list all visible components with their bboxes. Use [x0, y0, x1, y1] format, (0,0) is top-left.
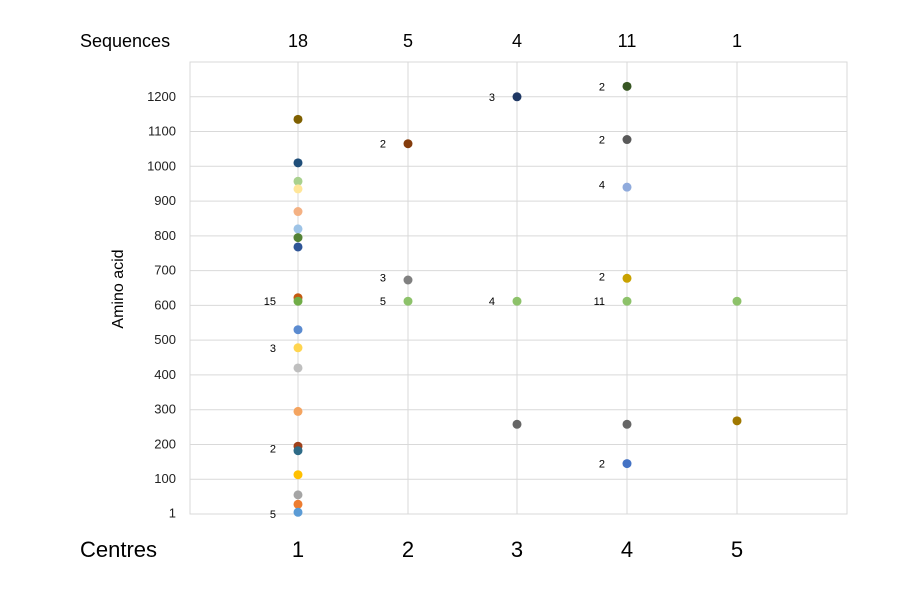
data-point-10: [293, 325, 303, 335]
annotation-label: 15: [264, 296, 276, 308]
data-point-25: [512, 419, 522, 429]
annotation-label: 5: [270, 509, 276, 521]
centre-tick: 5: [731, 537, 743, 562]
y-tick-800: 800: [154, 228, 176, 243]
centre-tick: 2: [402, 537, 414, 562]
data-point-6: [293, 233, 303, 243]
data-point-4: [293, 207, 303, 217]
sequences-label: Sequences: [80, 31, 170, 51]
data-point-24: [512, 296, 522, 306]
data-point-27: [622, 135, 632, 145]
data-point-20: [403, 139, 413, 149]
data-point-13: [293, 406, 303, 416]
y-tick-400: 400: [154, 367, 176, 382]
data-point-21: [403, 275, 413, 285]
data-point-2: [293, 176, 303, 186]
data-point-18: [293, 499, 303, 509]
data-point-32: [622, 459, 632, 469]
data-point-22: [403, 296, 413, 306]
data-point-34: [732, 416, 742, 426]
y-tick-700: 700: [154, 263, 176, 278]
data-point-5: [293, 224, 303, 234]
data-point-3: [293, 184, 303, 194]
centre-tick: 1: [292, 537, 304, 562]
data-point-28: [622, 182, 632, 192]
data-point-23: [512, 92, 522, 102]
annotation-label: 3: [489, 92, 495, 104]
data-point-9: [293, 296, 303, 306]
data-point-11: [293, 343, 303, 353]
annotation-label: 3: [380, 273, 386, 285]
annotation-label: 2: [270, 444, 276, 456]
data-point-29: [622, 273, 632, 283]
annotation-label: 3: [270, 343, 276, 355]
annotation-label: 5: [380, 296, 386, 308]
centre-tick: 3: [511, 537, 523, 562]
annotation-label: 4: [599, 179, 605, 191]
sequence-count: 11: [618, 31, 637, 51]
annotation-label: 2: [599, 135, 605, 147]
annotation-label: 2: [599, 459, 605, 471]
y-tick-200: 200: [154, 436, 176, 451]
sequence-count: 5: [403, 31, 413, 51]
sequence-count: 18: [288, 31, 308, 51]
annotation-label: 11: [594, 296, 605, 308]
y-tick-300: 300: [154, 402, 176, 417]
data-point-17: [293, 490, 303, 500]
annotation-label: 4: [489, 296, 495, 308]
count-annotations: 15 3 2 5 2 3 5 3 4 2 2 4 2 11 2: [264, 81, 605, 521]
data-point-0: [293, 114, 303, 124]
centre-tick: 4: [621, 537, 633, 562]
y-tick-900: 900: [154, 193, 176, 208]
y-tick-600: 600: [154, 297, 176, 312]
y-tick-1100: 1100: [148, 124, 176, 139]
y-tick-500: 500: [154, 332, 176, 347]
annotation-label: 2: [599, 81, 605, 93]
data-point-12: [293, 363, 303, 373]
plot-area: [189, 61, 848, 515]
y-axis-label: Amino acid: [110, 249, 127, 328]
data-point-33: [732, 296, 742, 306]
annotation-label: 2: [599, 272, 605, 284]
data-point-16: [293, 470, 303, 480]
y-tick-1000: 1000: [147, 158, 176, 173]
sequence-count: 4: [512, 31, 522, 51]
data-points: [293, 81, 742, 517]
centres-label: Centres: [80, 537, 157, 562]
sequence-count: 1: [732, 31, 742, 51]
data-point-26: [622, 81, 632, 91]
y-tick-100: 100: [154, 471, 176, 486]
annotation-label: 2: [380, 139, 386, 151]
centre-label-row: 1 2 3 4 5: [292, 537, 743, 562]
sequence-count-row: 18 5 4 11 1: [288, 31, 742, 51]
data-point-19: [293, 507, 303, 517]
data-point-31: [622, 419, 632, 429]
y-tick-1: 1: [169, 506, 176, 521]
data-point-30: [622, 296, 632, 306]
data-point-7: [293, 242, 303, 252]
data-point-1: [293, 158, 303, 168]
y-tick-1200: 1200: [147, 89, 176, 104]
data-point-15: [293, 446, 303, 456]
